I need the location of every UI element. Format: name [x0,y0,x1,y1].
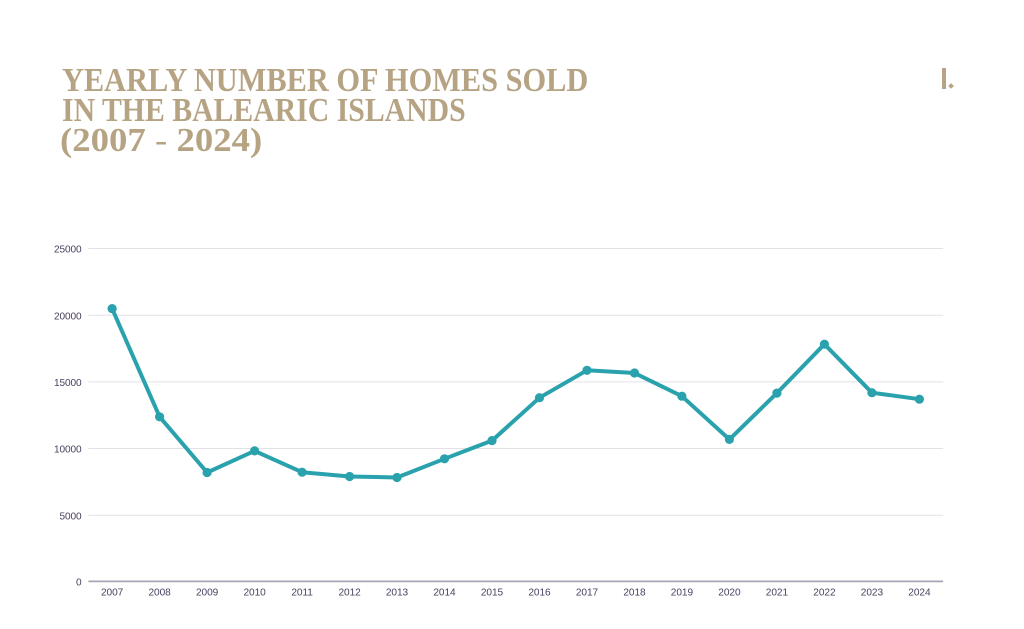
svg-text:2008: 2008 [148,588,171,599]
svg-text:2021: 2021 [766,588,789,599]
svg-text:2007: 2007 [101,588,124,599]
svg-text:2015: 2015 [481,588,504,599]
svg-text:2019: 2019 [671,588,694,599]
svg-text:2024: 2024 [908,588,931,599]
svg-text:2018: 2018 [623,588,646,599]
svg-text:2023: 2023 [861,588,884,599]
svg-text:5000: 5000 [60,511,82,522]
svg-text:20000: 20000 [54,311,82,322]
svg-text:2017: 2017 [576,588,599,599]
svg-text:2020: 2020 [718,588,741,599]
svg-text:10000: 10000 [54,445,82,456]
svg-text:2012: 2012 [338,588,361,599]
svg-text:2014: 2014 [433,588,456,599]
svg-text:2016: 2016 [528,588,551,599]
svg-text:2010: 2010 [243,588,266,599]
svg-text:2022: 2022 [813,588,836,599]
svg-text:25000: 25000 [54,245,82,256]
svg-text:2009: 2009 [196,588,219,599]
svg-text:2011: 2011 [291,588,313,599]
svg-text:2013: 2013 [386,588,409,599]
svg-text:0: 0 [76,578,82,589]
svg-text:15000: 15000 [54,378,82,389]
